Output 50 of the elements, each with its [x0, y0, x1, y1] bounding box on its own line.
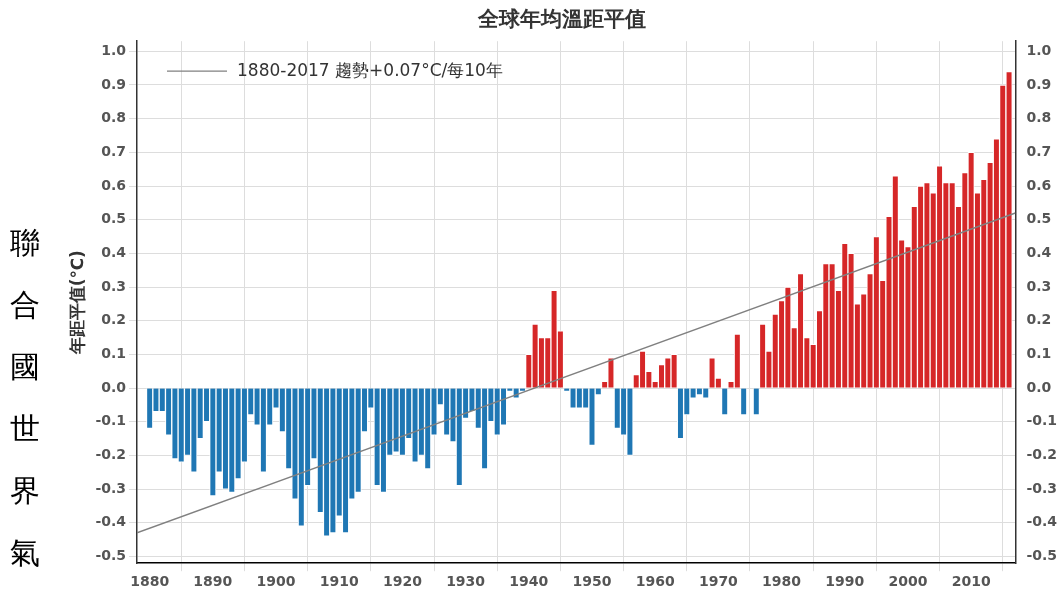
x-tick-label: 1940	[509, 573, 549, 590]
y-tick-label: 1.0	[101, 41, 127, 58]
y-tick-label: 0.2	[101, 311, 127, 328]
x-tick-label: 1950	[572, 573, 612, 590]
y2-tick-label: 0.9	[1026, 75, 1052, 92]
x-tick-label: 1920	[382, 573, 423, 590]
y-tick-label: -0.4	[95, 513, 127, 530]
x-tick-label: 1930	[446, 573, 486, 590]
y-tick-label: -0.2	[95, 446, 127, 463]
chart-title: 全球年均溫距平值	[477, 7, 646, 32]
y-tick-label: -0.1	[95, 412, 127, 429]
x-tick-label: 1890	[193, 573, 233, 590]
text: 聯合國世界氣	[10, 224, 41, 572]
y2-tick-label: 0.3	[1026, 277, 1052, 294]
y-tick-label: 0.6	[101, 176, 127, 193]
y-tick-label: 0.0	[101, 378, 127, 395]
y2-tick-label: -0.2	[1026, 446, 1058, 463]
y2-tick-label: 0.7	[1026, 142, 1052, 159]
y-tick-label: 0.3	[101, 277, 127, 294]
x-tick-label: 1980	[762, 573, 802, 590]
y2-tick-label: 1.0	[1026, 41, 1052, 58]
x-tick-label: 1970	[698, 573, 739, 590]
y-axis-title: 年距平值(℃)	[66, 250, 87, 356]
y2-tick-label: 0.8	[1026, 109, 1052, 126]
y-tick-label: 0.5	[101, 210, 127, 227]
y-tick-label: 0.8	[101, 109, 127, 126]
x-tick-label: 1880	[130, 573, 170, 590]
y2-tick-label: 0.2	[1026, 311, 1052, 328]
x-tick-label: 1910	[319, 573, 359, 590]
legend-label: 1880-2017 趨勢+0.07°C/每10年	[237, 59, 503, 80]
y2-tick-label: 0.4	[1026, 244, 1052, 261]
y2-tick-label: -0.3	[1026, 479, 1058, 496]
y2-tick-label: 0.6	[1026, 176, 1052, 193]
y-tick-label: -0.3	[95, 479, 127, 496]
x-tick-label: 1900	[256, 573, 296, 590]
x-tick-label: 1960	[635, 573, 675, 590]
y2-tick-label: -0.5	[1026, 547, 1058, 564]
y2-tick-label: 0.1	[1026, 345, 1052, 362]
y-tick-label: -0.5	[95, 547, 127, 564]
y-tick-label: 0.7	[101, 142, 127, 159]
y2-tick-label: 0.5	[1026, 210, 1052, 227]
y-tick-label: 0.4	[101, 244, 127, 261]
x-tick-label: 1990	[825, 573, 865, 590]
x-tick-label: 2010	[951, 573, 991, 590]
x-tick-label: 2000	[888, 573, 928, 590]
y-tick-label: 0.1	[101, 345, 127, 362]
y2-tick-label: -0.1	[1026, 412, 1058, 429]
y2-tick-label: 0.0	[1026, 378, 1052, 395]
y-tick-label: 0.9	[101, 75, 127, 92]
y2-tick-label: -0.4	[1026, 513, 1058, 530]
